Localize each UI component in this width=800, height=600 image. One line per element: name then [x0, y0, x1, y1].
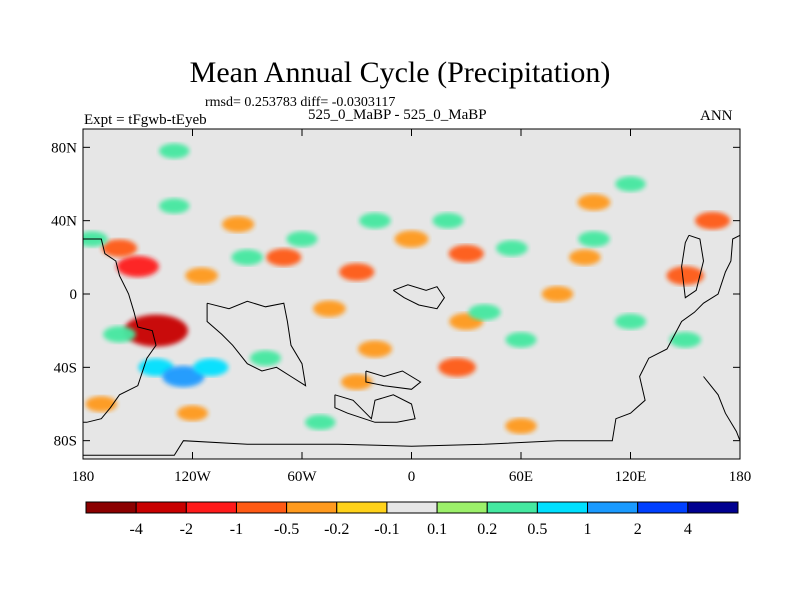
anomaly-region-22 [103, 326, 136, 343]
y-tick-label: 80N [51, 140, 77, 156]
x-tick-label: 120E [615, 469, 647, 485]
anomaly-region-30 [359, 212, 391, 229]
colorbar: -4 -2 -1 -0.5 -0.2 -0.1 0.1 0.2 0.5 1 2 4 [85, 501, 739, 538]
anomaly-region-17 [666, 266, 705, 286]
coastline-4 [393, 284, 446, 310]
y-tick-label: 80S [54, 434, 77, 450]
colorbar-label: -4 [129, 521, 142, 538]
anomaly-region-8 [358, 340, 392, 358]
colorbar-label: -0.2 [324, 521, 349, 538]
colorbar-box [436, 501, 488, 514]
x-tick-label: 60W [287, 469, 317, 485]
colorbar-label: 4 [684, 521, 692, 538]
colorbar-box [536, 501, 589, 514]
anomaly-region-35 [578, 231, 610, 247]
coastline-0 [83, 238, 157, 423]
stats-line: rmsd= 0.253783 diff= -0.0303117 [205, 95, 396, 110]
colorbar-box [185, 501, 237, 514]
anomaly-region-31 [432, 212, 464, 229]
colorbar-label: 2 [634, 521, 642, 538]
anomaly-region-34 [505, 332, 537, 348]
anomaly-region-28 [250, 350, 281, 366]
anomaly-region-0 [116, 255, 159, 278]
x-tick-label: 0 [408, 469, 416, 485]
anomaly-region-29 [286, 231, 318, 247]
colorbar-box [687, 501, 739, 514]
anomaly-region-9 [340, 374, 373, 390]
land-outlines [83, 234, 740, 456]
x-tick-label: 120W [174, 469, 212, 485]
anomaly-region-21 [505, 418, 537, 434]
coastline-3 [334, 394, 416, 423]
chart-title: Mean Annual Cycle (Precipitation) [189, 56, 611, 89]
anomaly-region-1 [124, 314, 188, 347]
anomaly-region-11 [448, 244, 484, 263]
colorbar-box [85, 501, 137, 514]
coastline-1 [83, 234, 740, 456]
colorbar-label: 0.2 [477, 521, 497, 538]
colorbar-label: -0.1 [374, 521, 399, 538]
season-label: ANN [700, 108, 733, 124]
anomaly-region-16 [569, 249, 601, 266]
anomaly-region-5 [266, 248, 302, 267]
anomaly-region-4 [222, 216, 255, 233]
anomaly-region-33 [496, 240, 528, 257]
anomaly-region-10 [394, 230, 429, 248]
x-tick-label: 180 [72, 469, 95, 485]
anomaly-region-14 [541, 286, 574, 302]
x-tick-label: 60E [509, 469, 533, 485]
colorbar-label: -1 [230, 521, 243, 538]
anomaly-region-20 [177, 405, 208, 421]
anomaly-region-24 [162, 365, 205, 388]
anomaly-field [83, 143, 731, 434]
anomaly-region-38 [159, 143, 190, 159]
y-tick-label: 40S [54, 360, 77, 376]
anomaly-region-7 [339, 263, 375, 281]
colorbar-box [486, 501, 538, 514]
anomaly-region-27 [231, 249, 264, 266]
colorbar-label: 0.1 [427, 521, 447, 538]
colorbar-box [135, 501, 187, 514]
anomaly-region-36 [615, 313, 646, 330]
anomaly-region-39 [305, 414, 336, 430]
anomaly-region-3 [185, 267, 219, 284]
y-tick-label: 40N [51, 214, 77, 230]
anomaly-region-26 [159, 198, 190, 214]
y-tick-label: 0 [70, 287, 78, 303]
experiment-label: Expt = tFgwb-tEyeb [84, 112, 207, 128]
anomaly-region-37 [615, 176, 646, 192]
axes: 180 120W 60W 0 60E 120E 180 80N 40N 0 40S 80S [51, 129, 751, 485]
colorbar-label: 0.5 [527, 521, 547, 538]
coastline-6 [681, 234, 705, 299]
colorbar-box [386, 501, 438, 514]
anomaly-region-6 [312, 300, 346, 317]
anomaly-region-19 [85, 396, 118, 412]
case-label: 525_0_MaBP - 525_0_MaBP [308, 107, 487, 123]
anomaly-region-2 [101, 239, 138, 257]
colorbar-box [336, 501, 388, 514]
colorbar-label: -2 [180, 521, 193, 538]
anomaly-region-25 [193, 358, 229, 377]
anomaly-region-40 [669, 331, 702, 348]
colorbar-label: 1 [584, 521, 592, 538]
coastline-2 [206, 300, 307, 387]
anomaly-region-18 [695, 211, 731, 230]
anomaly-region-32 [468, 304, 501, 321]
coastline-5 [365, 370, 422, 390]
colorbar-box [587, 501, 639, 514]
colorbar-label: -0.5 [274, 521, 299, 538]
anomaly-region-13 [438, 357, 476, 377]
colorbar-box [637, 501, 689, 514]
anomaly-region-15 [577, 194, 611, 211]
coastline-7 [703, 376, 740, 441]
x-tick-label: 180 [729, 469, 752, 485]
colorbar-box [286, 501, 338, 514]
colorbar-box [235, 501, 288, 514]
